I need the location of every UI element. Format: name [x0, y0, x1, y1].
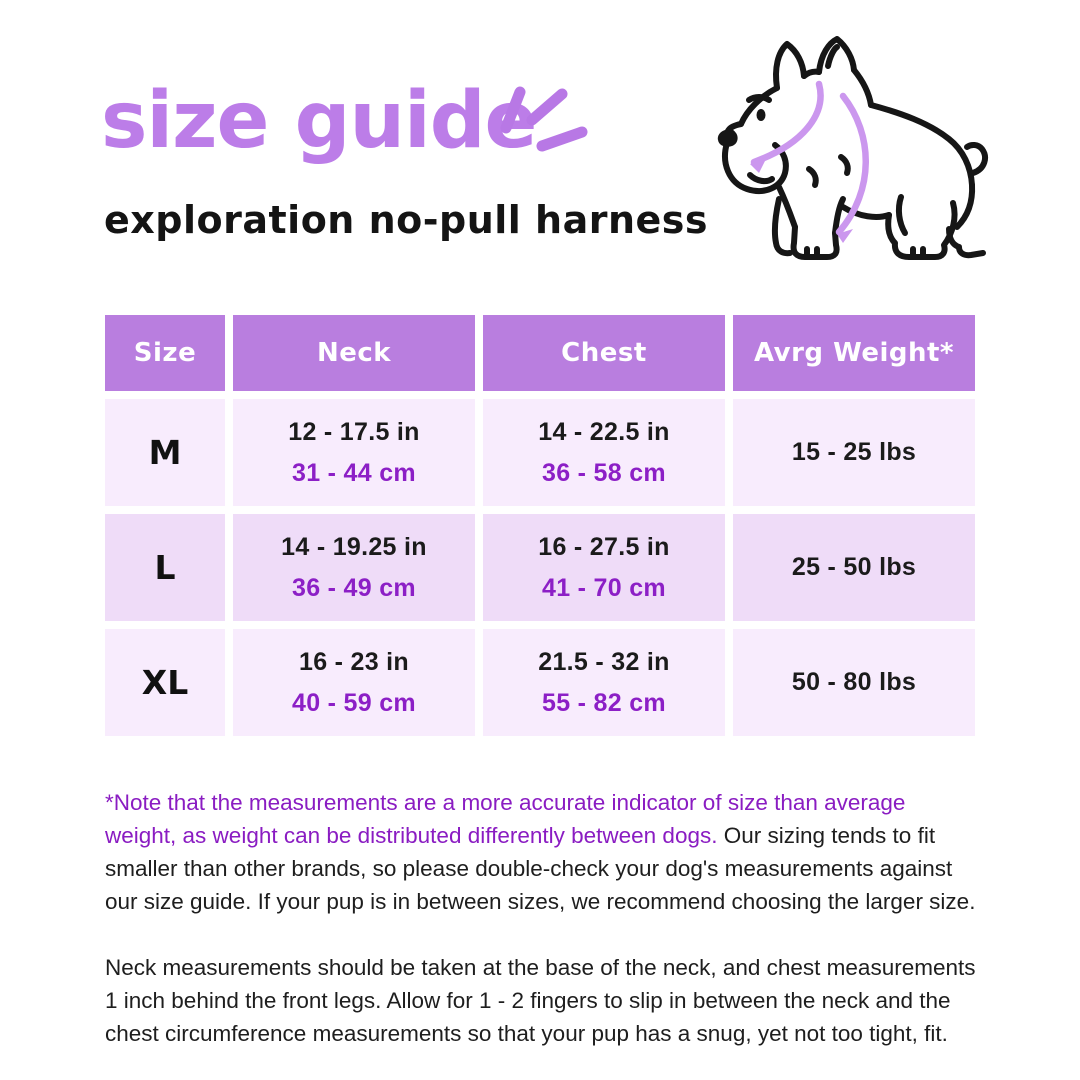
page-title: size guide: [101, 76, 537, 166]
chest-cell-l: 16 - 27.5 in 41 - 70 cm: [483, 514, 725, 621]
size-cell-xl: XL: [105, 629, 225, 736]
neck-cm: 40 - 59 cm: [292, 688, 416, 717]
note-highlight-text: *Note that the measurements are a more a…: [105, 790, 906, 848]
chest-cm: 36 - 58 cm: [542, 458, 666, 487]
weight-cell-xl: 50 - 80 lbs: [733, 629, 975, 736]
chest-cell-m: 14 - 22.5 in 36 - 58 cm: [483, 399, 725, 506]
neck-cell-l: 14 - 19.25 in 36 - 49 cm: [233, 514, 475, 621]
weight-range: 50 - 80 lbs: [791, 668, 917, 696]
note-paragraph-1: *Note that the measurements are a more a…: [105, 786, 979, 918]
size-label: L: [154, 548, 176, 587]
neck-inches: 12 - 17.5 in: [288, 417, 420, 446]
neck-cell-xl: 16 - 23 in 40 - 59 cm: [233, 629, 475, 736]
weight-range: 15 - 25 lbs: [791, 438, 917, 466]
weight-cell-l: 25 - 50 lbs: [733, 514, 975, 621]
neck-cm: 31 - 44 cm: [292, 458, 416, 487]
sizing-notes: *Note that the measurements are a more a…: [105, 786, 979, 1050]
size-cell-l: L: [105, 514, 225, 621]
sparkle-accent-icon: [500, 86, 588, 152]
column-header-neck: Neck: [233, 315, 475, 391]
harness-measurement-arcs: [750, 80, 869, 236]
note-paragraph-2: Neck measurements should be taken at the…: [105, 955, 976, 1046]
french-bulldog-illustration: [717, 36, 988, 260]
chest-inches: 16 - 27.5 in: [538, 532, 670, 561]
neck-inches: 16 - 23 in: [299, 647, 409, 676]
neck-cell-m: 12 - 17.5 in 31 - 44 cm: [233, 399, 475, 506]
product-subtitle: exploration no-pull harness: [104, 198, 709, 242]
size-table: Size Neck Chest Avrg Weight* M 12 - 17.5…: [105, 315, 975, 736]
column-header-weight: Avrg Weight*: [733, 315, 975, 391]
size-label: XL: [141, 663, 189, 702]
chest-cm: 55 - 82 cm: [542, 688, 666, 717]
neck-inches: 14 - 19.25 in: [281, 532, 427, 561]
chest-cm: 41 - 70 cm: [542, 573, 666, 602]
chest-inches: 14 - 22.5 in: [538, 417, 670, 446]
chest-inches: 21.5 - 32 in: [538, 647, 670, 676]
note-rest-text: Our sizing tends to fit smaller than oth…: [105, 823, 976, 914]
column-header-chest: Chest: [483, 315, 725, 391]
size-label: M: [148, 433, 182, 472]
column-header-size: Size: [105, 315, 225, 391]
size-cell-m: M: [105, 399, 225, 506]
weight-cell-m: 15 - 25 lbs: [733, 399, 975, 506]
neck-cm: 36 - 49 cm: [292, 573, 416, 602]
weight-range: 25 - 50 lbs: [791, 553, 917, 581]
chest-cell-xl: 21.5 - 32 in 55 - 82 cm: [483, 629, 725, 736]
